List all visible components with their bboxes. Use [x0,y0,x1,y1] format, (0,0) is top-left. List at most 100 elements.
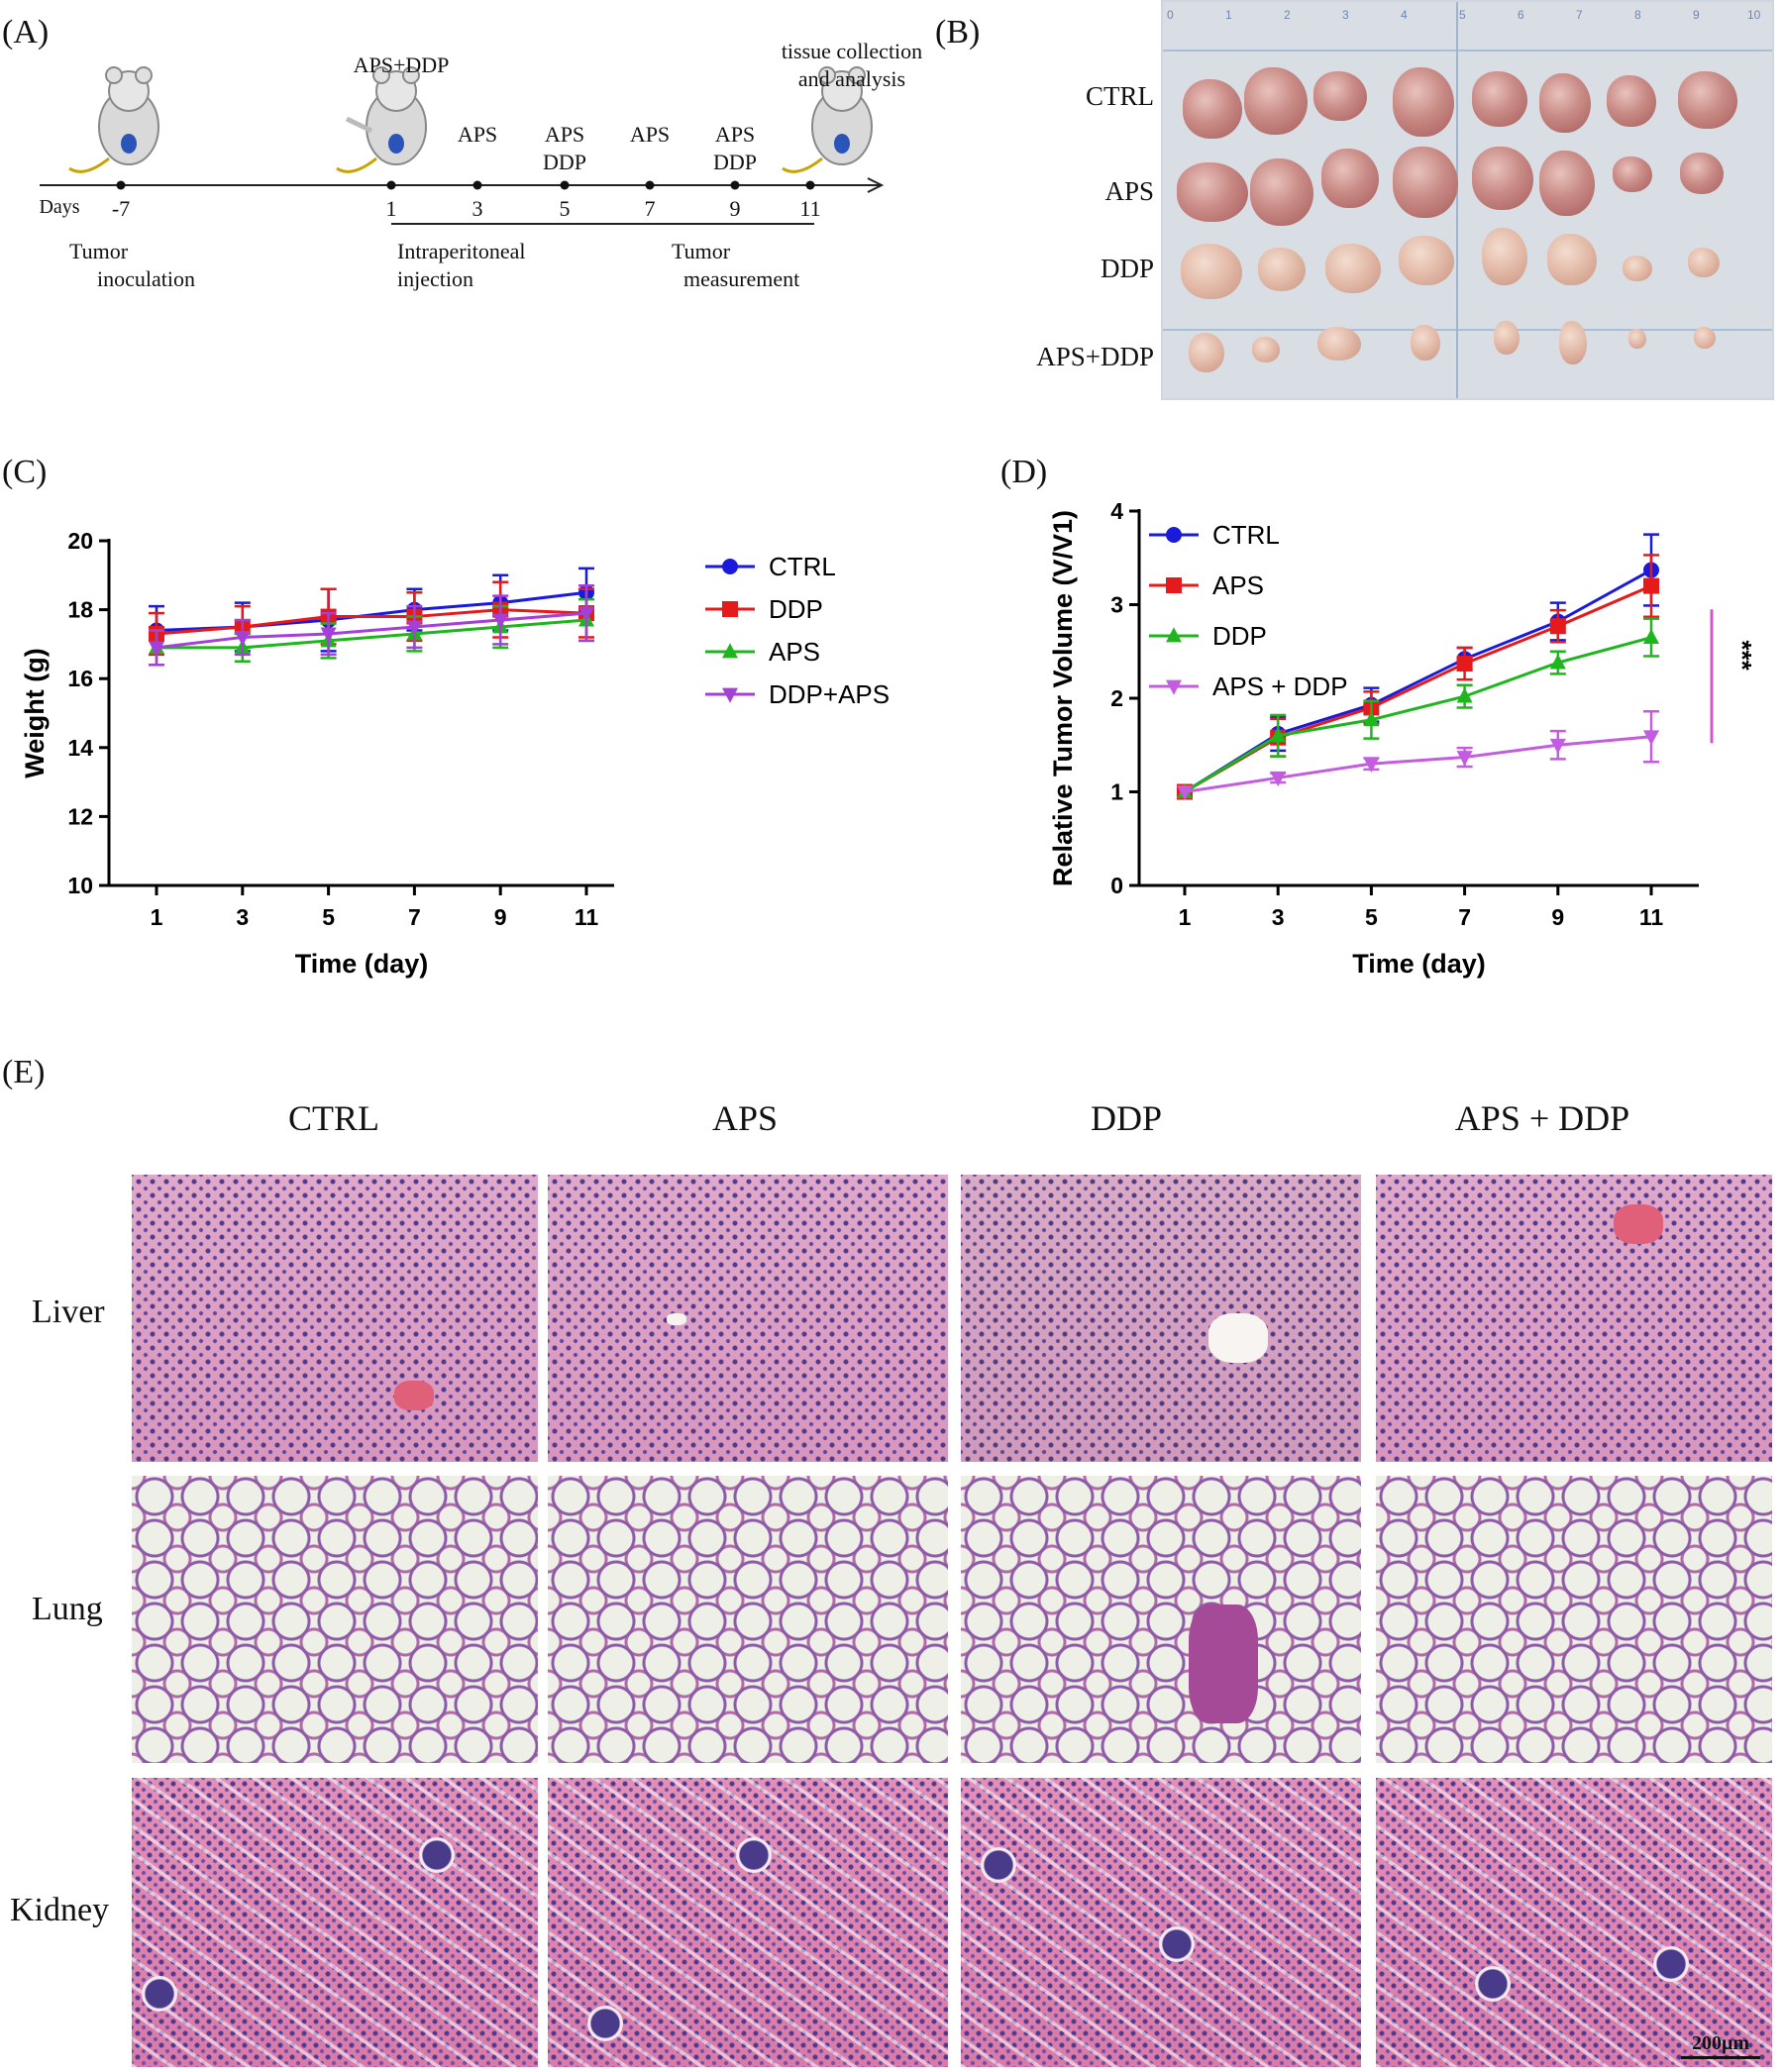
y-tick-label: 16 [67,666,93,691]
legend-label: DDP [769,594,823,624]
series-aps [149,597,594,667]
legend-marker [722,643,738,659]
chart-tumor-volume: 0 1 2 3 4 1 3 5 7 9 11 Time (day) Relative Tumor Vol… [1048,498,1757,979]
panel-label-b: (B) [935,14,981,51]
x-axis-label: Time (day) [295,949,429,979]
histology-liver-ddp [961,1175,1361,1462]
histology-lung-ddp [961,1476,1361,1763]
data-point [1363,757,1380,773]
data-point [1456,656,1473,673]
y-tick-label: 1 [1110,779,1123,805]
timeline-tick: 7 [644,196,656,221]
panel-label-c: (C) [2,454,48,490]
legend-label: CTRL [769,552,836,581]
data-point [1456,751,1473,767]
data-point [1549,618,1566,635]
y-tick-label: 4 [1110,498,1123,524]
y-tick-label: 20 [67,528,93,554]
data-point [1643,577,1659,594]
histology-column-label: DDP [1090,1098,1163,1138]
timeline-tick: 1 [385,196,397,221]
mouse-icon [68,66,159,173]
y-tick-label: 12 [67,803,93,829]
legend-marker [722,559,738,574]
timeline-note: Tumor [69,239,129,263]
timeline-event: DDP [542,150,586,174]
histology-kidney-aps [548,1778,948,2067]
panel-label-d: (D) [1000,454,1048,490]
timeline-note: Tumor [672,239,731,263]
timeline-event: and analysis [797,66,906,91]
data-point [149,641,164,657]
series-line [156,611,587,650]
timeline-event: APS [714,122,756,147]
histology-liver-aps-ddp [1376,1175,1772,1462]
timeline-event: DDP [712,150,757,174]
photo-group-label: APS+DDP [1036,342,1154,371]
scale-bar-label: 200μm [1692,2032,1749,2054]
x-tick-label: 5 [1365,904,1378,930]
legend-label: APS [1212,570,1264,600]
timeline-tick: 5 [559,196,571,221]
x-tick-label: 5 [322,904,335,930]
photo-group-label: CTRL [1085,81,1154,111]
y-axis-label: Relative Tumor Volume (V/V1) [1048,510,1078,886]
y-tick-label: 10 [67,873,93,898]
data-point [234,631,251,647]
x-tick-label: 7 [408,904,421,930]
legend-marker [1166,679,1182,695]
histology-liver-ctrl [132,1175,538,1462]
histology-lung-aps [548,1476,948,1763]
timeline-event: APS [629,122,671,147]
timeline-days-label: Days [39,196,80,218]
histology-kidney-aps-ddp: 200μm [1376,1778,1772,2067]
legend-label: CTRL [1212,520,1280,550]
legend-marker [722,687,738,703]
y-tick-label: 14 [67,735,93,761]
panel-label-e: (E) [2,1054,46,1090]
x-tick-label: 7 [1458,904,1471,930]
x-tick-label: 1 [151,904,163,930]
y-tick-label: 0 [1110,873,1123,898]
series-aps-ddp [1177,709,1659,801]
histology-column-label: APS [711,1098,779,1138]
data-point [1270,771,1287,787]
histology-row-label: Lung [32,1591,103,1627]
chart-body-weight: 10 12 14 16 18 20 1 3 5 7 9 11 Time (day) Weight (g) C… [20,528,890,979]
series-line [1184,735,1652,793]
x-tick-label: 3 [236,904,249,930]
mouse-icon [782,66,873,173]
histology-kidney-ctrl [132,1778,538,2067]
histology-lung-aps-ddp [1376,1476,1772,1763]
x-tick-label: 1 [1179,904,1192,930]
data-point [578,606,594,622]
x-tick-label: 9 [1551,904,1564,930]
series-line [157,618,587,650]
histology-row-label: Kidney [10,1892,110,1928]
x-tick-label: 3 [1272,904,1285,930]
mouse-icon [336,66,427,173]
y-axis-label: Weight (g) [20,648,50,777]
series-ddp-aps [149,583,594,667]
histology-lung-ctrl [132,1476,538,1763]
timeline-tick: 11 [799,196,821,221]
timeline-event: APS [457,122,498,147]
data-point [1549,738,1566,755]
y-tick-label: 18 [67,597,93,623]
photo-group-label: DDP [1100,254,1154,283]
data-point [1456,687,1473,703]
x-tick-label: 9 [494,904,507,930]
timeline-event: APS [544,122,585,147]
histology-column-label: APS + DDP [1454,1098,1630,1138]
legend-marker [1166,577,1182,593]
scale-bar: 200μm [1681,2032,1760,2059]
histology-kidney-ddp [961,1778,1361,2067]
series-aps [1177,554,1659,800]
timeline-diagram [40,66,885,225]
histology-column-label: CTRL [287,1098,379,1138]
legend-label: APS [769,637,820,667]
legend-marker [1166,527,1182,543]
data-point [1643,730,1659,746]
y-tick-label: 2 [1110,685,1123,711]
series-line [1184,636,1652,793]
